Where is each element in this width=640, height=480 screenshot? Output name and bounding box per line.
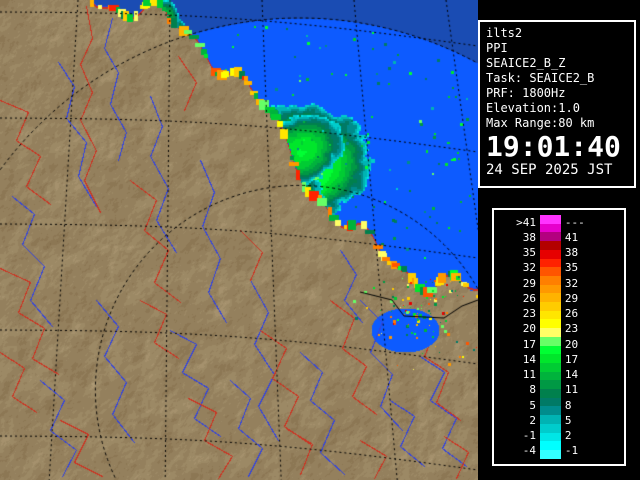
legend-swatch: [540, 371, 561, 381]
info-prf: PRF: 1800Hz: [486, 86, 566, 100]
ppi-map-panel[interactable]: [0, 0, 478, 480]
legend-tick-lower: 8: [529, 383, 536, 397]
legend-swatch: [540, 406, 561, 416]
legend-tick-lower: 14: [522, 352, 536, 366]
legend-tick-upper: 17: [564, 352, 579, 366]
legend-tick-lower: 20: [522, 322, 536, 336]
legend-swatch: [540, 275, 561, 285]
legend-tick-lower: 26: [522, 291, 536, 305]
legend-swatch: [540, 423, 561, 433]
legend-tick-lower: -1: [522, 429, 536, 443]
legend-swatch: [540, 249, 561, 259]
legend-tick-upper: 35: [564, 261, 579, 275]
legend-tick-upper: 29: [564, 291, 579, 305]
legend-tick-lower: 11: [522, 368, 536, 382]
legend-swatch: [540, 449, 561, 459]
legend-tick-upper: 8: [564, 398, 572, 412]
legend-tick-upper: 26: [564, 307, 579, 321]
legend-swatch: [540, 362, 561, 372]
legend-tick-upper: ---: [564, 215, 585, 229]
legend-tick-lower: 32: [522, 261, 536, 275]
legend-swatch: [540, 215, 561, 224]
legend-tick-lower: -4: [522, 444, 536, 458]
info-task: Task: SEAICE2_B: [486, 71, 595, 85]
legend-tick-lower: 35: [522, 246, 536, 260]
legend-tick-lower: 29: [522, 276, 536, 290]
legend-swatch: [540, 432, 561, 442]
legend-lower-ticks: >41 38 35 32 29 26 23 20 17 14 11 8 5 2 -1 -4: [500, 215, 538, 459]
legend-upper-ticks: --- 41 38 35 32 29 26 23 20 17 14 11 8 5 2 -1: [563, 215, 601, 459]
legend-swatch: [540, 328, 561, 337]
legend-swatch: [540, 241, 561, 250]
legend-swatch: [540, 293, 561, 303]
legend-tick-upper: -1: [564, 444, 579, 458]
info-product: SEAICE2_B_Z: [486, 56, 566, 70]
legend-tick-lower: >41: [516, 215, 536, 229]
ppi-radar-canvas[interactable]: [0, 0, 478, 480]
legend-swatch: [540, 415, 561, 424]
legend-tick-lower: 17: [522, 337, 536, 351]
legend-tick-lower: 5: [529, 398, 536, 412]
legend-swatch: [540, 345, 561, 355]
legend-swatch: [540, 354, 561, 363]
legend-tick-upper: 20: [564, 337, 579, 351]
legend-tick-upper: 41: [564, 230, 579, 244]
legend-swatch: [540, 232, 561, 242]
legend-swatch: [540, 389, 561, 398]
legend-swatch: [540, 284, 561, 294]
legend-swatch: [540, 258, 561, 268]
legend-tick-upper: 38: [564, 246, 579, 260]
legend-tick-upper: 2: [564, 429, 572, 443]
legend-swatch: [540, 441, 561, 450]
legend-tick-lower: 23: [522, 307, 536, 321]
legend-swatch: [540, 397, 561, 407]
info-max-range: Max Range:80 km: [486, 116, 595, 130]
legend-swatch: [540, 310, 561, 320]
legend-tick-upper: 23: [564, 322, 579, 336]
legend-tick-upper: 5: [564, 413, 572, 427]
info-elevation: Elevation:1.0: [486, 101, 580, 115]
legend-tick-upper: 14: [564, 368, 579, 382]
legend-swatch: [540, 267, 561, 276]
radar-info-panel: ilts2 PPI SEAICE2_B_Z Task: SEAICE2_B PR…: [478, 20, 636, 188]
info-scan-mode: PPI: [486, 41, 508, 55]
legend-tick-lower: 38: [522, 230, 536, 244]
info-date: 24 SEP 2025 JST: [486, 162, 613, 178]
legend-tick-lower: 2: [529, 413, 536, 427]
legend-swatch: [540, 302, 561, 311]
legend-swatch: [540, 319, 561, 329]
legend-axis-title-wrap: Reflectivity in dBZ: [601, 215, 618, 459]
legend-swatch: [540, 223, 561, 233]
legend-colorbar: [540, 215, 561, 459]
info-site: ilts2: [486, 26, 523, 40]
legend-swatch: [540, 336, 561, 346]
legend-swatch: [540, 380, 561, 390]
reflectivity-legend: >41 38 35 32 29 26 23 20 17 14 11 8 5 2 -1 -4 --- 41 38 35…: [492, 208, 626, 466]
legend-tick-upper: 32: [564, 276, 579, 290]
info-time: 19:01:40: [486, 130, 621, 163]
legend-tick-upper: 11: [564, 383, 579, 397]
